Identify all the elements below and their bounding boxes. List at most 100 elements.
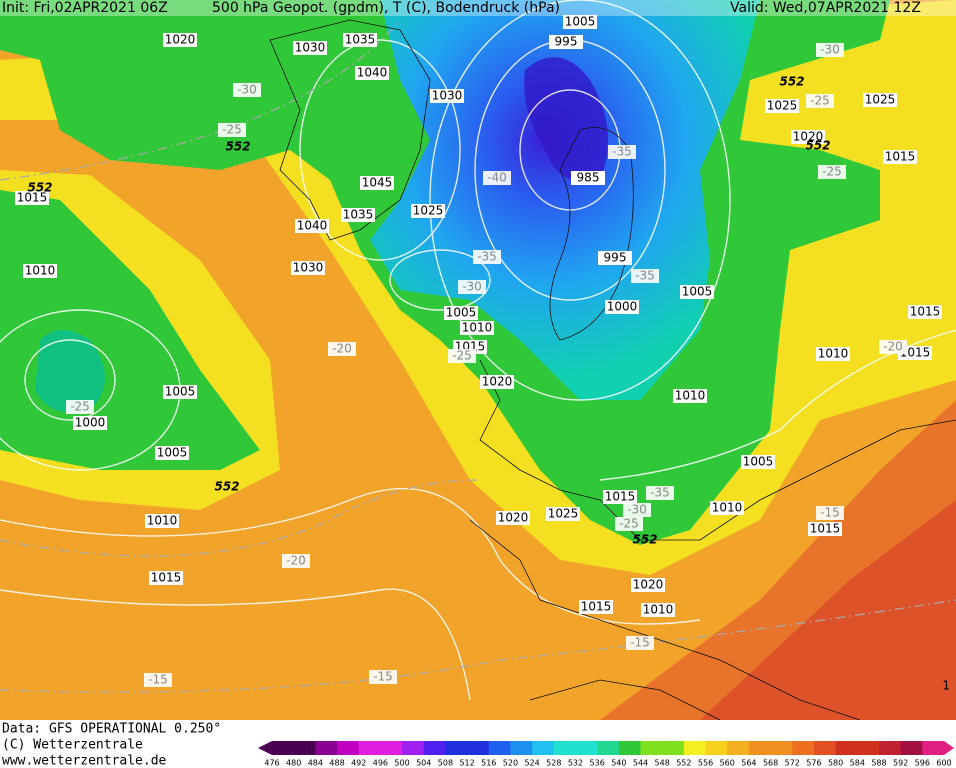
pressure-label-box xyxy=(293,41,327,55)
colorbar-segment xyxy=(445,741,468,755)
pressure-label: 1015 xyxy=(810,522,841,536)
colorbar-tick-label: 544 xyxy=(633,759,648,768)
temperature-label-box xyxy=(218,123,246,137)
pressure-label-box xyxy=(816,347,850,361)
temperature-label-box xyxy=(806,94,834,108)
colorbar-segment xyxy=(792,741,815,755)
temperature-label-box xyxy=(282,554,310,568)
colorbar-tick-label: 572 xyxy=(785,759,800,768)
pressure-label: 995 xyxy=(604,251,627,265)
temperature-label-box xyxy=(631,269,659,283)
colorbar-segment xyxy=(662,741,685,755)
colorbar-segment xyxy=(315,741,338,755)
pressure-label: 1030 xyxy=(293,261,324,275)
temperature-label-box xyxy=(818,165,846,179)
pressure-label: 1005 xyxy=(682,285,713,299)
colorbar-arrow-left xyxy=(258,741,272,755)
pressure-label: 1025 xyxy=(767,99,798,113)
colorbar-tick-label: 524 xyxy=(524,759,539,768)
colorbar-tick-label: 488 xyxy=(329,759,344,768)
pressure-label: 1015 xyxy=(581,600,612,614)
temperature-label: -40 xyxy=(487,171,507,185)
pressure-label-box xyxy=(73,416,107,430)
header-valid: Valid: Wed,07APR2021 12Z xyxy=(730,0,921,16)
pressure-label: 1020 xyxy=(482,375,513,389)
temperature-label: -35 xyxy=(635,269,655,283)
pressure-label: 1010 xyxy=(643,603,674,617)
colorbar-segment xyxy=(857,741,880,755)
pressure-label-box xyxy=(411,204,445,218)
pressure-label: 1010 xyxy=(147,514,178,528)
height-label: 552 xyxy=(225,140,250,154)
temperature-label: -30 xyxy=(462,280,482,294)
colorbar-segment xyxy=(878,741,902,755)
pressure-label-box xyxy=(549,35,583,49)
colorbar-segment xyxy=(553,741,576,755)
colorbar-arrow-right xyxy=(944,741,954,755)
temperature-label: -25 xyxy=(70,400,90,414)
colorbar-tick-label: 552 xyxy=(676,759,691,768)
temperature-label: -35 xyxy=(650,486,670,500)
colorbar-segment xyxy=(640,741,663,755)
pressure-label-box xyxy=(360,176,394,190)
colorbar-segment xyxy=(532,741,555,755)
pressure-label: 1040 xyxy=(297,219,328,233)
temperature-label: -15 xyxy=(820,506,840,520)
pressure-label-box xyxy=(145,514,179,528)
colorbar-tick-label: 504 xyxy=(416,759,431,768)
colorbar-segment xyxy=(467,741,490,755)
colorbar-segment xyxy=(597,741,620,755)
colorbar-tick-label: 532 xyxy=(568,759,583,768)
pressure-label: 995 xyxy=(555,35,578,49)
temperature-label-box xyxy=(458,280,486,294)
colorbar-tick-label: 600 xyxy=(936,759,951,768)
pressure-label-box xyxy=(605,300,639,314)
corner-label: 1 xyxy=(942,679,950,693)
colorbar-tick-label: 508 xyxy=(438,759,453,768)
map-background xyxy=(0,0,956,721)
temperature-label: -30 xyxy=(627,503,647,517)
map-labels: 1020 1030 1035 1040 1030 1045 1035 1025 1040 1030… xyxy=(15,15,942,687)
colorbar-tick-label: 580 xyxy=(828,759,843,768)
pressure-label: 1025 xyxy=(413,204,444,218)
pressure-label-box xyxy=(480,375,514,389)
pressure-label-box xyxy=(603,490,637,504)
temperature-label: -15 xyxy=(630,636,650,650)
pressure-label-box xyxy=(291,261,325,275)
colorbar-tick-label: 596 xyxy=(915,759,930,768)
pressure-label: 1015 xyxy=(885,150,916,164)
colorbar-segment xyxy=(402,741,425,755)
pressure-label: 1020 xyxy=(793,130,824,144)
temperature-label-box xyxy=(144,673,172,687)
pressure-label: 1005 xyxy=(165,385,196,399)
colorbar-tick-label: 500 xyxy=(394,759,409,768)
temperature-label: -25 xyxy=(619,517,639,531)
temperature-label: -25 xyxy=(452,349,472,363)
pressure-label-box xyxy=(908,305,942,319)
temperature-label: -25 xyxy=(222,123,242,137)
colorbar-tick-label: 536 xyxy=(590,759,605,768)
pressure-label: 1000 xyxy=(75,416,106,430)
pressure-label: 1015 xyxy=(17,191,48,205)
colorbar-tick-label: 556 xyxy=(698,759,713,768)
height-label: 552 xyxy=(214,480,239,494)
temperature-label-box xyxy=(615,517,643,531)
colorbar-segment xyxy=(293,741,316,755)
height-label: 552 xyxy=(632,533,657,547)
pressure-label-box xyxy=(343,33,377,47)
pressure-label: 1010 xyxy=(25,264,56,278)
footer-data: Data: GFS OPERATIONAL 0.250° xyxy=(2,722,221,737)
temperature-label: -35 xyxy=(477,250,497,264)
pressure-label-box xyxy=(765,99,799,113)
colorbar-segment xyxy=(770,741,793,755)
pressure-label-box xyxy=(563,15,597,29)
colorbar-segment xyxy=(618,741,642,755)
colorbar-tick-label: 588 xyxy=(871,759,886,768)
colorbar-segment xyxy=(922,741,945,755)
pressure-label: 1010 xyxy=(712,501,743,515)
pressure-label: 1040 xyxy=(357,66,388,80)
pressure-label: 1045 xyxy=(362,176,393,190)
colorbar-segment xyxy=(727,741,750,755)
temperature-label-box xyxy=(233,83,261,97)
colorbar-tick-label: 484 xyxy=(308,759,323,768)
